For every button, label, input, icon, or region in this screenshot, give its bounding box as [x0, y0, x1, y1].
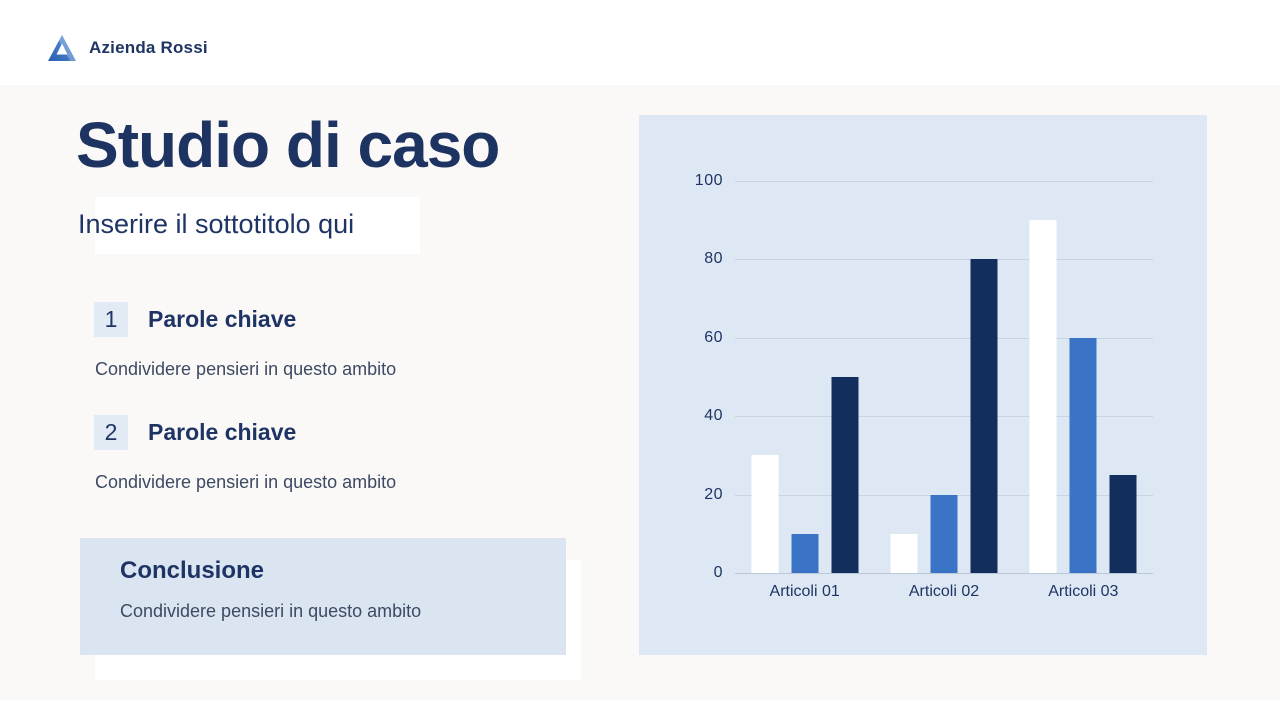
y-axis-tick-20: 20 — [704, 485, 723, 503]
x-axis-label-articoli-03: Articoli 03 — [1048, 583, 1119, 600]
bar-series-white-articoli-03 — [1029, 220, 1057, 573]
gridline-40 — [735, 416, 1153, 418]
y-axis-tick-60: 60 — [704, 328, 723, 346]
bar-series-blue-articoli-03 — [1069, 337, 1097, 573]
bar-series-navy-articoli-03 — [1109, 475, 1137, 573]
y-axis-tick-80: 80 — [704, 250, 723, 268]
y-axis-tick-40: 40 — [704, 407, 723, 425]
page-title: Studio di caso — [76, 109, 500, 181]
x-axis-label-articoli-01: Articoli 01 — [769, 583, 840, 600]
keypoint-1-description: Condividere pensieri in questo ambito — [95, 359, 397, 379]
y-axis-tick-100: 100 — [694, 172, 723, 189]
keypoint-2-description: Condividere pensieri in questo ambito — [95, 472, 397, 492]
y-axis-tick-0: 0 — [713, 564, 723, 581]
subtitle-backdrop-rectangle — [95, 197, 420, 254]
x-axis-label-articoli-02: Articoli 02 — [908, 583, 980, 600]
bar-series-navy-articoli-02 — [970, 259, 998, 573]
conclusion-description: Condividere pensieri in questo ambito — [120, 601, 422, 621]
bar-group-articoli-02 — [890, 259, 998, 573]
conclusion-title: Conclusione — [120, 557, 265, 584]
page-subtitle: Inserire il sottotitolo qui — [78, 209, 355, 239]
bar-chart-panel: 0 20 40 60 80 100 Articoli 01 Articoli 02 Artico… — [639, 115, 1207, 655]
keypoint-1-number-badge: 1 — [94, 302, 128, 337]
bar-series-blue-articoli-02 — [930, 494, 958, 573]
triangle-a-logo-icon — [47, 34, 77, 62]
gridline-0 — [735, 573, 1153, 574]
conclusion-box: Conclusione Condividere pensieri in ques… — [80, 538, 566, 655]
bar-series-white-articoli-02 — [890, 533, 918, 573]
gridline-100 — [735, 181, 1153, 182]
bar-series-navy-articoli-01 — [831, 377, 859, 573]
keypoint-1-title: Parole chiave — [148, 306, 297, 332]
brand-name: Azienda Rossi — [89, 38, 208, 57]
gridline-60 — [735, 337, 1153, 339]
keypoint-2-title: Parole chiave — [148, 419, 297, 445]
brand-logo: Azienda Rossi — [47, 34, 208, 62]
gridline-80 — [735, 259, 1153, 261]
bar-series-white-articoli-01 — [751, 455, 779, 573]
chart-plot: 0 20 40 60 80 100 Articoli 01 Articoli 02 Artico… — [695, 172, 1153, 600]
bar-group-articoli-03 — [1029, 220, 1137, 573]
bar-series-blue-articoli-01 — [791, 533, 819, 573]
keypoint-2-number-badge: 2 — [94, 415, 128, 450]
bar-group-articoli-01 — [751, 377, 859, 573]
